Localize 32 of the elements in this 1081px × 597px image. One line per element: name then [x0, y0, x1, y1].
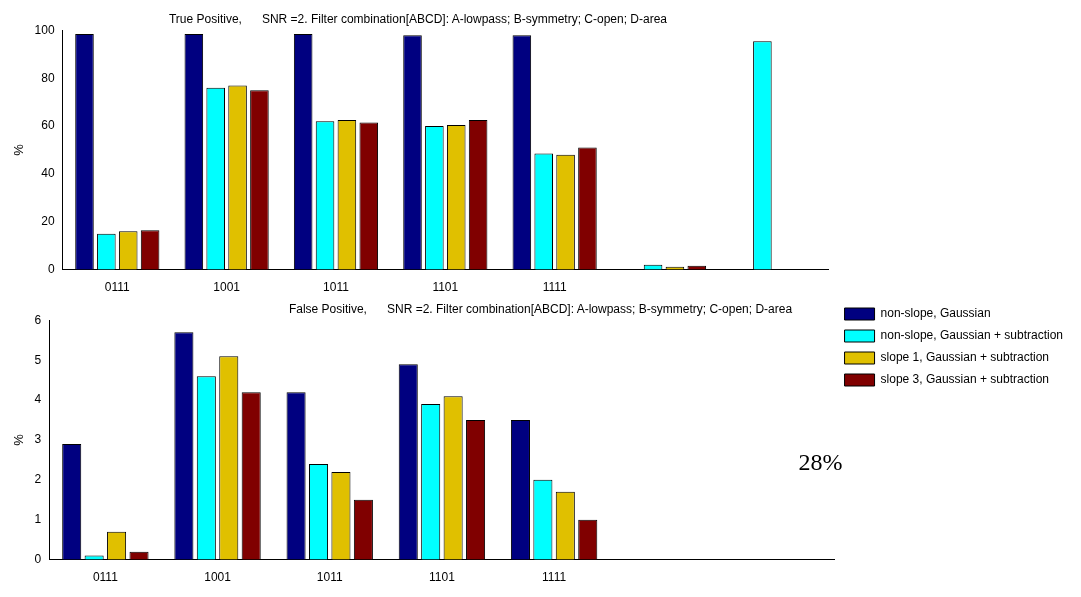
x-tick-label: 0111 [104, 280, 131, 295]
y-tick-label: 60 [41, 118, 55, 133]
y-tick-label: 4 [34, 392, 42, 407]
y-axis-title: % [11, 143, 27, 156]
chart-title: False Positive, SNR =2. Filter combination[ABCD]: A-lowpass; B-symmetry; C-open; D-area [288, 301, 793, 316]
x-tick-label: 1101 [429, 570, 456, 585]
y-tick-label: 100 [34, 22, 55, 37]
y-tick-label: 80 [41, 70, 55, 85]
y-axis-title: % [11, 433, 27, 446]
x-tick-label: 1001 [204, 570, 232, 585]
y-tick-label: 3 [34, 432, 42, 447]
y-tick-label: 5 [34, 352, 42, 367]
y-tick-label: 0 [47, 261, 55, 276]
x-tick-label: 1111 [542, 570, 567, 585]
y-tick-label: 1 [34, 512, 42, 527]
annotation: 28% [798, 449, 843, 476]
y-tick-label: 2 [34, 472, 42, 487]
x-tick-label: 1001 [213, 280, 241, 295]
y-tick-label: 20 [41, 214, 55, 229]
y-tick-label: 0 [34, 551, 42, 566]
legend-label: non-slope, Gaussian + subtraction [880, 328, 1064, 343]
x-tick-label: 0111 [92, 570, 119, 585]
chart-title: True Positive, SNR =2. Filter combination[ABCD]: A-lowpass; B-symmetry; C-open; D-area [168, 11, 668, 26]
legend-label: slope 1, Gaussian + subtraction [880, 350, 1049, 365]
y-tick-label: 40 [41, 166, 55, 181]
legend-label: non-slope, Gaussian [880, 306, 991, 321]
x-tick-label: 1111 [542, 280, 567, 295]
legend-label: slope 3, Gaussian + subtraction [880, 372, 1049, 387]
x-tick-label: 1011 [323, 280, 350, 295]
x-tick-label: 1011 [316, 570, 343, 585]
y-tick-label: 6 [34, 312, 42, 327]
x-tick-label: 1101 [432, 280, 459, 295]
